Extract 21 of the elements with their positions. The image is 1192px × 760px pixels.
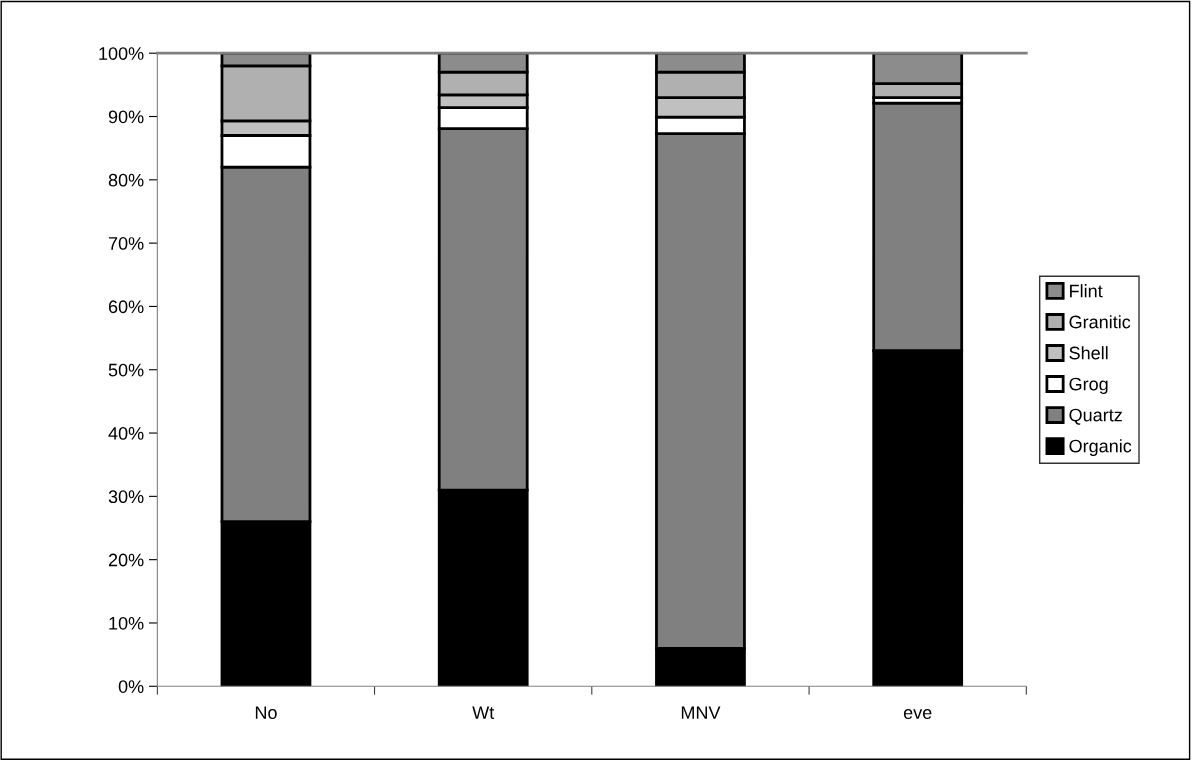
y-tick-label: 50% xyxy=(108,363,144,377)
y-tick-label: 90% xyxy=(108,110,144,124)
legend-label: Grog xyxy=(1069,377,1108,394)
legend-label: Granitic xyxy=(1069,315,1131,329)
x-tick-label: eve xyxy=(903,709,932,719)
legend-label: Flint xyxy=(1070,284,1103,298)
y-tick-label: 40% xyxy=(108,426,144,440)
x-tick-label: MNV xyxy=(681,706,721,719)
x-tick-label: Wt xyxy=(472,706,495,719)
y-tick-label: 0% xyxy=(118,680,144,693)
y-tick-label: 60% xyxy=(108,300,144,314)
y-tick-label: 10% xyxy=(109,616,144,630)
y-tick-label: 80% xyxy=(108,173,144,187)
y-tick-label: 100% xyxy=(99,47,144,60)
y-tick-label: 20% xyxy=(108,553,144,567)
y-tick-label: 30% xyxy=(108,490,144,504)
legend-label: Organic xyxy=(1069,439,1132,456)
legend-label: Quartz xyxy=(1069,408,1122,425)
y-tick-label: 70% xyxy=(108,237,144,250)
legend-label: Shell xyxy=(1069,346,1108,360)
x-tick-label: No xyxy=(255,706,277,719)
